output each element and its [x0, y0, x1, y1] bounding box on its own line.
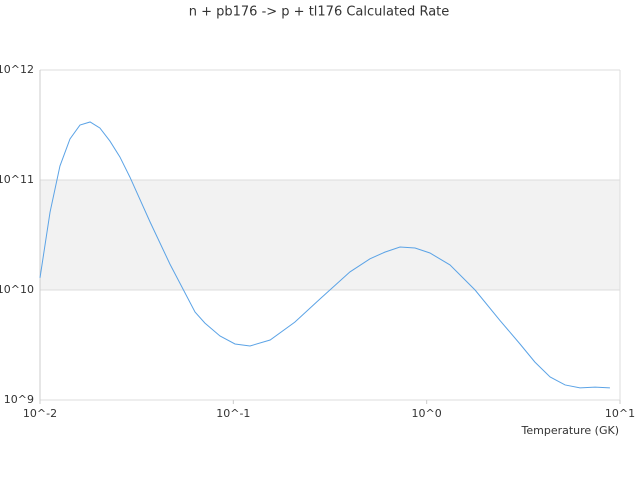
- x-tick-label: 10^0: [412, 407, 442, 420]
- y-tick-label: 10^12: [0, 63, 34, 76]
- x-tick-label: 10^1: [605, 407, 635, 420]
- data-line: [39, 121, 610, 389]
- x-axis-label: Temperature (GK): [521, 424, 620, 437]
- grid-band: [40, 180, 620, 290]
- chart-title: n + pb176 -> p + tl176 Calculated Rate: [189, 5, 450, 20]
- y-tick-label: 10^11: [0, 173, 34, 186]
- x-tick-label: 10^-1: [216, 407, 250, 420]
- x-tick-label: 10^-2: [23, 407, 57, 420]
- y-tick-label: 10^9: [4, 393, 34, 406]
- y-tick-label: 10^10: [0, 283, 34, 296]
